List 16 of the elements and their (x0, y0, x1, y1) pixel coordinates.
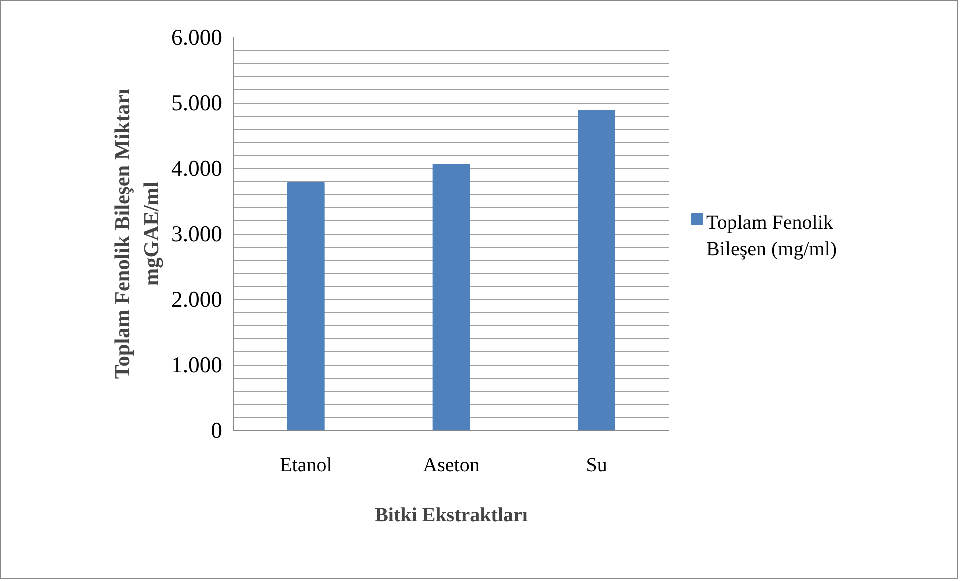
bar (432, 164, 470, 430)
x-tick-label: Aseton (423, 454, 480, 476)
bar (288, 182, 325, 430)
y-tick-label: 4.000 (172, 156, 223, 181)
y-axis-title: Toplam Fenolik Bileşen Miktarı mgGAE/ml (110, 88, 164, 380)
y-tick-label: 3.000 (172, 222, 223, 246)
bar (578, 110, 616, 430)
x-tick-label: Etanol (280, 454, 333, 476)
y-tick-label: 1.000 (172, 352, 223, 378)
x-axis-title: Bitki Ekstraktları (375, 504, 528, 526)
y-tick-label: 0 (211, 418, 222, 443)
y-tick-label: 5.000 (172, 90, 223, 116)
y-tick-label: 2.000 (172, 287, 223, 312)
legend-label: Toplam Fenolik Bileşen (mg/ml) (706, 212, 838, 260)
y-tick-label: 6.000 (172, 25, 223, 50)
x-tick-label: Su (586, 454, 608, 476)
